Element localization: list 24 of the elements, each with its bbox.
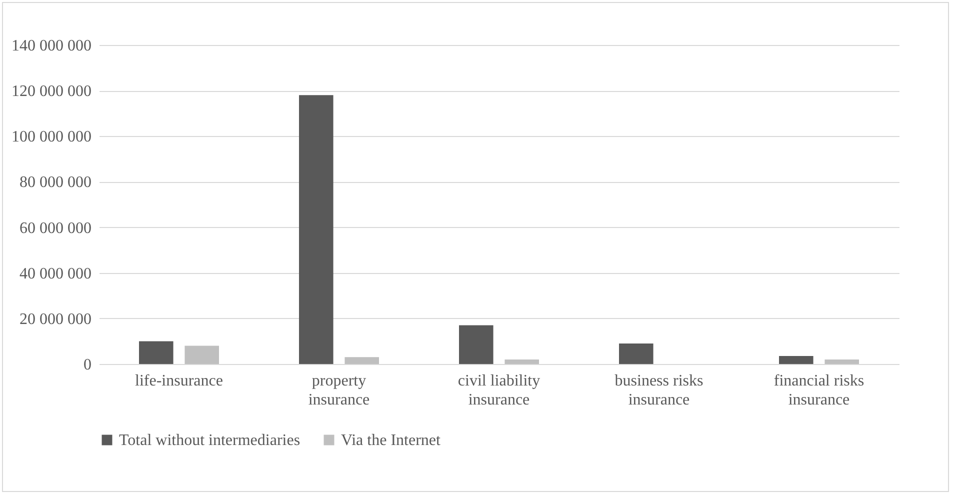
y-tick-label: 0: [84, 356, 92, 374]
y-tick-label: 140 000 000: [12, 38, 92, 54]
x-tick-label: business risks insurance: [614, 372, 704, 408]
bar: [344, 357, 379, 364]
y-tick-label: 40 000 000: [20, 265, 92, 282]
y-tick-label: 100 000 000: [12, 128, 92, 146]
y-tick-label: 60 000 000: [20, 220, 92, 237]
x-tick-label: life-insurance: [135, 372, 223, 390]
y-tick-label: 80 000 000: [20, 174, 92, 192]
bar: [504, 359, 539, 364]
bar: [299, 95, 334, 364]
y-tick-label: 120 000 000: [12, 83, 92, 100]
y-tick-label: 20 000 000: [20, 310, 92, 328]
bar: [459, 325, 494, 364]
bar: [779, 356, 814, 364]
bar: [184, 346, 219, 364]
legend-label: Via the Internet: [341, 432, 441, 449]
x-tick-label: financial risks insurance: [774, 372, 864, 408]
x-tick-label: property insurance: [308, 372, 370, 408]
bar: [619, 343, 654, 364]
bar: [139, 341, 174, 364]
legend-label: Total without intermediaries: [119, 432, 300, 449]
x-tick-label: civil liability insurance: [458, 372, 540, 408]
bar: [824, 359, 859, 364]
